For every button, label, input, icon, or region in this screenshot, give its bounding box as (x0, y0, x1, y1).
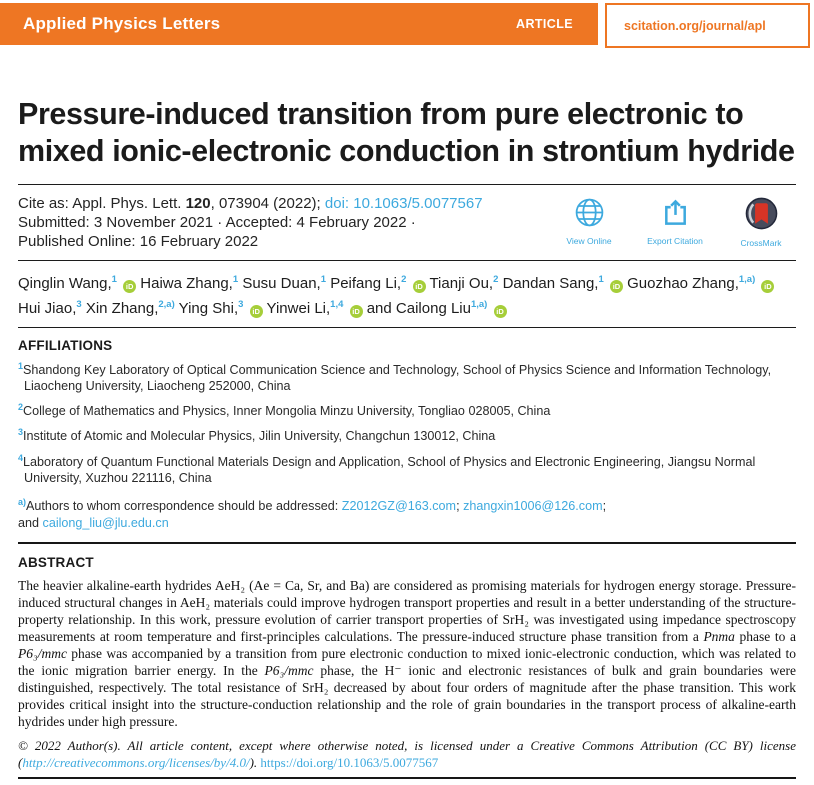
date-separator: · (213, 214, 226, 231)
date-separator: · (406, 214, 416, 231)
author: Guozhao Zhang,1,a) iD (627, 274, 775, 293)
license-link[interactable]: http://creativecommons.org/licenses/by/4… (22, 754, 250, 770)
author: Xin Zhang,2,a) (85, 299, 175, 317)
view-online-label: View Online (566, 236, 612, 246)
volume-number: 120 (185, 195, 211, 212)
article-content: Pressure-induced transition from pure el… (18, 96, 796, 779)
orcid-icon[interactable]: iD (493, 305, 507, 318)
affiliation-item: 3Institute of Atomic and Molecular Physi… (18, 427, 496, 444)
accepted-date: Accepted: 4 February 2022 (225, 214, 407, 231)
crossmark-icon (745, 197, 778, 235)
page-header: Applied Physics Letters ARTICLE scitatio… (0, 3, 814, 52)
orcid-icon[interactable]: iD (412, 280, 426, 293)
journal-url-box: scitation.org/journal/apl (605, 3, 810, 48)
phase-symbol: P6₃/mmc (18, 645, 67, 661)
journal-url-link[interactable]: scitation.org/journal/apl (624, 18, 766, 33)
citation-info: Cite as: Appl. Phys. Lett. 120, 073904 (… (18, 194, 556, 251)
export-citation-label: Export Citation (647, 236, 703, 246)
view-online-button[interactable]: View Online (556, 197, 622, 248)
author: Hui Jiao,3 (18, 299, 82, 317)
author: Qinglin Wang,1 iD (18, 274, 137, 293)
divider (18, 776, 796, 779)
author: Haiwa Zhang,1 (140, 274, 239, 292)
doi-url-link[interactable]: https://doi.org/10.1063/5.0077567 (260, 754, 439, 770)
author: Tianji Ou,2 (429, 274, 499, 292)
journal-title: Applied Physics Letters (23, 14, 221, 33)
email-link[interactable]: Z2012GZ@163.com (341, 498, 457, 513)
author-list: Qinglin Wang,1 iD Haiwa Zhang,1 Susu Dua… (18, 261, 796, 328)
author: and Cailong Liu1,a) iD (367, 299, 507, 318)
journal-banner: Applied Physics Letters ARTICLE (0, 3, 598, 45)
email-link[interactable]: cailong_liu@jlu.edu.cn (42, 515, 169, 530)
export-icon (661, 197, 690, 233)
phase-symbol: P6₃/mmc (264, 662, 314, 678)
export-citation-button[interactable]: Export Citation (642, 197, 708, 248)
article-type-label: ARTICLE (516, 17, 573, 31)
doi-link[interactable]: doi: 10.1063/5.0077567 (324, 195, 483, 212)
crossmark-button[interactable]: CrossMark (728, 197, 794, 248)
published-date: Published Online: 16 February 2022 (18, 233, 259, 250)
author: Peifang Li,2 iD (330, 274, 426, 293)
cite-as-text: Cite as: Appl. Phys. Lett. (18, 195, 186, 212)
action-icons: View Online Export Citation (556, 197, 796, 248)
orcid-icon[interactable]: iD (123, 280, 137, 293)
citation-bar: Cite as: Appl. Phys. Lett. 120, 073904 (… (18, 184, 796, 261)
affiliations-heading: AFFILIATIONS (18, 338, 113, 353)
divider (18, 541, 796, 544)
author: Ying Shi,3 iD (179, 299, 263, 318)
orcid-icon[interactable]: iD (249, 305, 263, 318)
crossmark-label: CrossMark (740, 238, 782, 248)
article-title: Pressure-induced transition from pure el… (18, 97, 795, 168)
affiliation-item: 2College of Mathematics and Physics, Inn… (18, 402, 551, 419)
orcid-icon[interactable]: iD (761, 280, 775, 293)
issue-info: , 073904 (2022); (210, 195, 325, 212)
orcid-icon[interactable]: iD (609, 280, 623, 293)
author: Susu Duan,1 (242, 274, 327, 292)
globe-icon (574, 197, 605, 233)
note-marker: a) (18, 496, 27, 507)
copyright-notice: © 2022 Author(s). All article content, e… (18, 737, 796, 770)
affiliation-item: 4Laboratory of Quantum Functional Materi… (18, 452, 756, 485)
affiliation-item: 1Shandong Key Laboratory of Optical Comm… (18, 361, 772, 394)
author: Dandan Sang,1 iD (503, 274, 623, 293)
submitted-date: Submitted: 3 November 2021 (18, 214, 214, 231)
orcid-icon[interactable]: iD (349, 305, 363, 318)
correspondence-note: a)Authors to whom correspondence should … (18, 496, 607, 530)
abstract-body: The heavier alkaline-earth hydrides AeH₂… (18, 577, 796, 729)
phase-symbol: Pnma (703, 628, 735, 644)
abstract-heading: ABSTRACT (18, 554, 94, 570)
author: Yinwei Li,1,4 iD (267, 299, 363, 318)
email-link[interactable]: zhangxin1006@126.com (463, 498, 603, 513)
